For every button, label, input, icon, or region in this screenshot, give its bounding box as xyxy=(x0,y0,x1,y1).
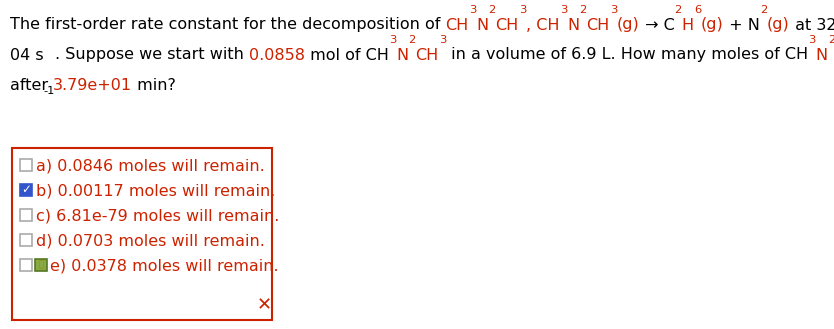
Bar xyxy=(12,148,272,320)
Text: after: after xyxy=(10,78,53,92)
Text: min?: min? xyxy=(133,78,176,92)
Text: N: N xyxy=(567,17,579,33)
Text: N: N xyxy=(396,47,409,63)
Bar xyxy=(20,259,32,271)
Text: 2: 2 xyxy=(760,5,767,15)
Text: 3.79e+01: 3.79e+01 xyxy=(53,78,133,92)
Text: N: N xyxy=(476,17,488,33)
Text: a) 0.0846 moles will remain.: a) 0.0846 moles will remain. xyxy=(36,159,264,173)
Text: 3: 3 xyxy=(469,5,476,15)
Text: 3: 3 xyxy=(610,5,617,15)
Bar xyxy=(20,159,32,171)
Text: 3: 3 xyxy=(808,35,816,45)
Text: ✓: ✓ xyxy=(21,184,31,196)
Text: H: H xyxy=(681,17,694,33)
Text: b) 0.00117 moles will remain.: b) 0.00117 moles will remain. xyxy=(36,184,275,198)
Text: ✕: ✕ xyxy=(256,296,272,314)
Text: (g): (g) xyxy=(701,17,724,33)
Bar xyxy=(20,209,32,221)
Text: d) 0.0703 moles will remain.: d) 0.0703 moles will remain. xyxy=(36,234,265,248)
Text: 2: 2 xyxy=(828,35,834,45)
Text: 3: 3 xyxy=(439,35,446,45)
Text: 2: 2 xyxy=(579,5,586,15)
Text: 2: 2 xyxy=(488,5,495,15)
Bar xyxy=(20,234,32,246)
Bar xyxy=(35,259,47,271)
Bar xyxy=(20,184,32,196)
Text: CH: CH xyxy=(445,17,469,33)
Text: 0.0858: 0.0858 xyxy=(249,47,305,63)
Text: . Suppose we start with: . Suppose we start with xyxy=(55,47,249,63)
Text: 6: 6 xyxy=(694,5,701,15)
Text: 3: 3 xyxy=(519,5,526,15)
Text: 3: 3 xyxy=(389,35,396,45)
Text: (g): (g) xyxy=(767,17,790,33)
Text: CH: CH xyxy=(415,47,439,63)
Text: at 327 °C is k = 3.60e-: at 327 °C is k = 3.60e- xyxy=(790,17,834,33)
Text: → C: → C xyxy=(640,17,675,33)
Text: (g): (g) xyxy=(617,17,640,33)
Text: -1: -1 xyxy=(43,87,55,96)
Text: in a volume of 6.9 L. How many moles of CH: in a volume of 6.9 L. How many moles of … xyxy=(446,47,808,63)
Text: , CH: , CH xyxy=(526,17,560,33)
Text: CH: CH xyxy=(495,17,519,33)
Text: CH: CH xyxy=(586,17,610,33)
Text: 2: 2 xyxy=(675,5,681,15)
Text: mol of CH: mol of CH xyxy=(305,47,389,63)
Text: 3: 3 xyxy=(560,5,567,15)
Text: 🔑: 🔑 xyxy=(38,261,43,269)
Text: N: N xyxy=(816,47,828,63)
Text: c) 6.81e-79 moles will remain.: c) 6.81e-79 moles will remain. xyxy=(36,209,279,223)
Text: The first-order rate constant for the decomposition of: The first-order rate constant for the de… xyxy=(10,17,445,33)
Text: + N: + N xyxy=(724,17,760,33)
Text: 04 s: 04 s xyxy=(10,47,43,63)
Text: e) 0.0378 moles will remain.: e) 0.0378 moles will remain. xyxy=(50,259,279,273)
Text: 2: 2 xyxy=(409,35,415,45)
